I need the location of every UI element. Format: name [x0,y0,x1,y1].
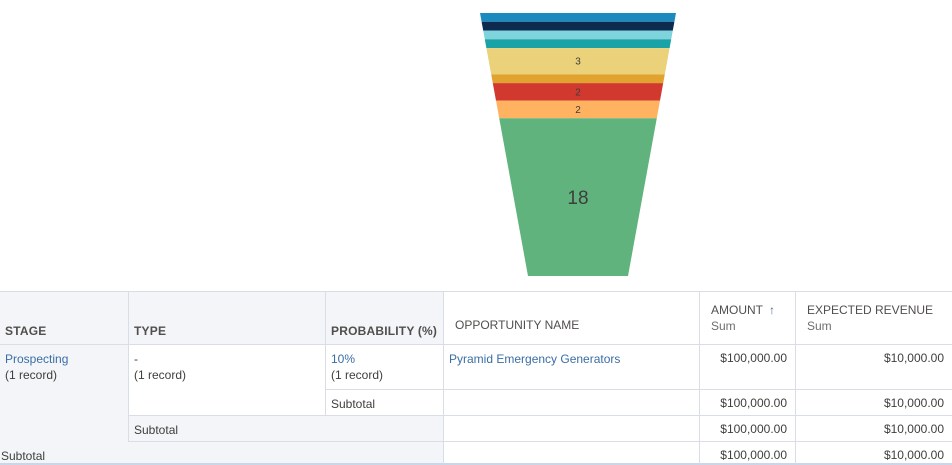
header-stage[interactable]: STAGE [0,292,129,345]
row-revenue-cell: $10,000.00 [796,345,952,390]
group-probability: 10% (1 record) [326,345,444,390]
subtotal-probability-amount: $100,000.00 [720,396,787,410]
group-probability-count: (1 record) [331,368,384,382]
header-probability-label: PROBABILITY (%) [331,324,438,338]
subtotal-stage-label: Subtotal [1,449,46,463]
group-stage: Prospecting (1 record) [0,345,129,442]
group-stage-name[interactable]: Prospecting [5,352,69,366]
subtotal-stage-revenue: $10,000.00 [883,448,944,462]
header-stage-label: STAGE [5,324,47,338]
funnel-svg: 3 2 2 18 [480,13,676,276]
subtotal-probability: Subtotal [326,390,444,416]
subtotal-type: Subtotal [129,416,444,442]
row-revenue: $10,000.00 [883,351,944,365]
subtotal-type-amount-cell: $100,000.00 [700,416,796,442]
subtotal-stage-revenue-cell: $10,000.00 [796,442,952,465]
header-revenue-sub: Sum [807,319,832,333]
subtotal-probability-label: Subtotal [331,397,376,411]
subtotal-stage: Subtotal [0,442,444,465]
group-type: - (1 record) [129,345,326,416]
header-type-label: TYPE [134,324,167,338]
header-type[interactable]: TYPE [129,292,326,345]
funnel-segment-6[interactable] [492,83,664,101]
header-amount-label: AMOUNT [711,303,763,317]
row-amount: $100,000.00 [720,351,787,365]
subtotal-stage-blank [444,442,700,465]
subtotal-type-revenue: $10,000.00 [883,422,944,436]
subtotal-type-blank [444,416,700,442]
group-type-count: (1 record) [134,368,187,382]
row-amount-cell: $100,000.00 [700,345,796,390]
funnel-segment-label-6: 2 [575,87,581,98]
subtotal-probability-blank [444,390,700,416]
funnel-segment-0[interactable] [480,13,676,22]
group-probability-value[interactable]: 10% [331,352,356,366]
funnel-segment-label-7: 2 [575,105,581,116]
funnel-segment-2[interactable] [483,30,673,40]
table-row: Pyramid Emergency Generators [444,345,700,390]
funnel-segment-8[interactable] [499,118,657,276]
group-type-name: - [134,352,138,366]
sort-ascending-icon[interactable]: ↑ [769,303,775,317]
funnel-chart: 3 2 2 18 [480,13,676,276]
subtotal-probability-revenue-cell: $10,000.00 [796,390,952,416]
funnel-segment-label-8: 18 [567,188,588,209]
subtotal-probability-revenue: $10,000.00 [883,396,944,410]
header-expected-revenue[interactable]: EXPECTED REVENUE Sum [796,292,952,345]
header-revenue-label: EXPECTED REVENUE [807,303,934,317]
report-table: STAGE TYPE PROBABILITY (%) OPPORTUNITY N… [0,291,952,465]
subtotal-stage-amount-cell: $100,000.00 [700,442,796,465]
funnel-segment-4[interactable] [486,48,670,75]
subtotal-stage-amount: $100,000.00 [720,448,787,462]
header-opportunity-label: OPPORTUNITY NAME [455,318,580,332]
funnel-segment-3[interactable] [484,39,672,49]
funnel-segment-7[interactable] [496,100,660,119]
subtotal-probability-amount-cell: $100,000.00 [700,390,796,416]
group-stage-count: (1 record) [5,368,58,382]
subtotal-type-label: Subtotal [134,423,179,437]
funnel-segment-label-4: 3 [575,57,581,68]
subtotal-type-revenue-cell: $10,000.00 [796,416,952,442]
header-probability[interactable]: PROBABILITY (%) [326,292,444,345]
funnel-segment-5[interactable] [491,74,665,84]
funnel-segment-1[interactable] [481,21,675,31]
header-amount-sub: Sum [711,319,736,333]
header-amount[interactable]: AMOUNT ↑ Sum [700,292,796,345]
subtotal-type-amount: $100,000.00 [720,422,787,436]
header-opportunity-name[interactable]: OPPORTUNITY NAME [444,292,700,345]
opportunity-link[interactable]: Pyramid Emergency Generators [449,352,621,366]
